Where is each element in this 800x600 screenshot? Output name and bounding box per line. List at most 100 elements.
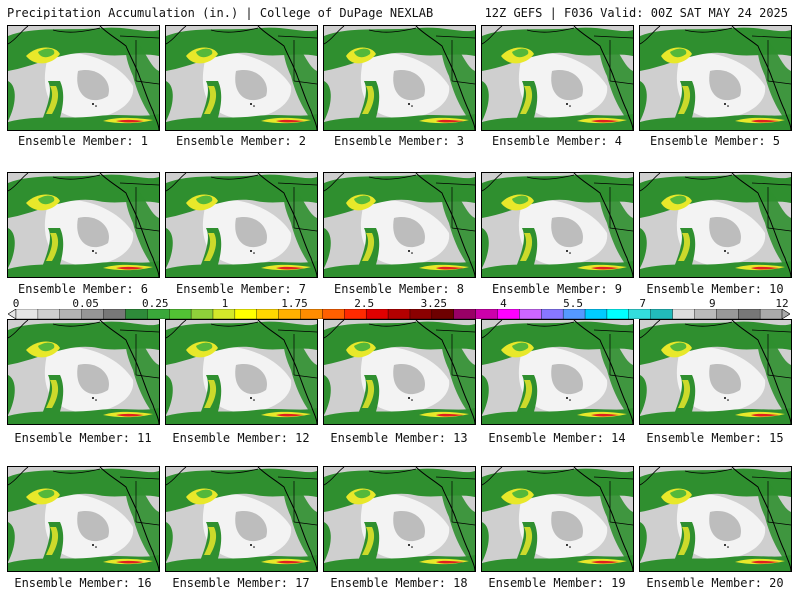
ensemble-member-label: Ensemble Member: 9 (491, 282, 623, 296)
precip-map (482, 467, 633, 571)
colorbar-bin (212, 309, 236, 319)
ensemble-member-label: Ensemble Member: 3 (333, 134, 465, 148)
ensemble-map-panel (481, 466, 634, 572)
colorbar-bin (15, 309, 39, 319)
colorbar-legend: 0 0.05 0.25 1 1.75 2.5 3.25 4 5.5 7 9 12 (8, 297, 790, 321)
colorbar-bin (278, 309, 302, 319)
ensemble-map-panel (7, 25, 160, 131)
ensemble-map-panel (323, 466, 476, 572)
ensemble-member-label: Ensemble Member: 5 (649, 134, 781, 148)
ensemble-map-panel (7, 319, 160, 425)
colorbar-tick-label: 5.5 (563, 297, 584, 310)
colorbar-tick-label: 9 (709, 297, 716, 310)
ensemble-member-label: Ensemble Member: 13 (330, 431, 468, 445)
ensemble-member-label: Ensemble Member: 8 (333, 282, 465, 296)
colorbar-tick-label: 7 (639, 297, 647, 310)
precip-map (324, 173, 475, 277)
ensemble-member-label: Ensemble Member: 10 (646, 282, 784, 296)
colorbar-bin (738, 309, 761, 319)
colorbar-bin (125, 309, 149, 319)
ensemble-member-label: Ensemble Member: 16 (14, 576, 152, 590)
colorbar-tick-label: 12 (775, 297, 789, 310)
colorbar-tick-label: 0 (12, 297, 20, 310)
colorbar-bin (387, 309, 411, 319)
colorbar-tick-label: 2.5 (354, 297, 375, 310)
ensemble-map-panel (323, 25, 476, 131)
ensemble-member-label: Ensemble Member: 17 (172, 576, 310, 590)
colorbar-bin (650, 309, 674, 319)
ensemble-map-panel (323, 172, 476, 278)
colorbar-bin (497, 309, 521, 319)
colorbar-bin (562, 309, 586, 319)
precip-map (166, 173, 317, 277)
colorbar-bin (716, 309, 739, 319)
colorbar-bin (81, 309, 105, 319)
precip-map (640, 320, 791, 424)
colorbar-bin (759, 309, 783, 319)
precip-map (166, 320, 317, 424)
ensemble-member-label: Ensemble Member: 4 (491, 134, 623, 148)
colorbar-bin (409, 309, 433, 319)
colorbar-bin (519, 309, 542, 319)
ensemble-member-label: Ensemble Member: 1 (17, 134, 149, 148)
colorbar-bin (300, 309, 324, 319)
header-title: Precipitation Accumulation (in.) | Colle… (7, 6, 434, 20)
ensemble-member-label: Ensemble Member: 18 (330, 576, 468, 590)
ensemble-member-label: Ensemble Member: 14 (488, 431, 626, 445)
ensemble-map-panel (323, 319, 476, 425)
precip-map (482, 320, 633, 424)
ensemble-member-label: Ensemble Member: 11 (14, 431, 152, 445)
ensemble-map-panel (165, 319, 318, 425)
colorbar-bin (584, 309, 608, 319)
ensemble-member-label: Ensemble Member: 19 (488, 576, 626, 590)
precip-map (482, 26, 633, 130)
precip-map (324, 26, 475, 130)
ensemble-map-panel (481, 25, 634, 131)
colorbar-tick-label: 3.25 (420, 297, 448, 310)
ensemble-map-panel (481, 172, 634, 278)
header-model-run: 12Z GEFS | F036 Valid: 00Z SAT MAY 24 20… (484, 6, 788, 20)
colorbar-max-arrow (781, 309, 790, 319)
colorbar-bin (59, 309, 83, 319)
precip-map (324, 467, 475, 571)
ensemble-member-label: Ensemble Member: 7 (175, 282, 307, 296)
colorbar-tick-label: 4 (500, 297, 507, 310)
colorbar-bin (256, 309, 280, 319)
ensemble-member-label: Ensemble Member: 15 (646, 431, 784, 445)
precip-map (640, 467, 791, 571)
precip-map (8, 467, 159, 571)
precip-map (166, 26, 317, 130)
precip-map (8, 26, 159, 130)
precip-map (640, 173, 791, 277)
precip-map (166, 467, 317, 571)
ensemble-map-panel (7, 172, 160, 278)
ensemble-map-panel (165, 172, 318, 278)
ensemble-map-panel (639, 172, 792, 278)
colorbar-min-arrow (8, 309, 17, 319)
ensemble-map-panel (639, 466, 792, 572)
colorbar-scale (8, 309, 790, 319)
colorbar-bin (672, 309, 696, 319)
ensemble-member-label: Ensemble Member: 6 (17, 282, 149, 296)
colorbar-bin (606, 309, 630, 319)
colorbar-bin (541, 309, 564, 319)
colorbar-bin (694, 309, 718, 319)
colorbar-bin (168, 309, 192, 319)
colorbar-bin (322, 309, 345, 319)
ensemble-map-panel (481, 319, 634, 425)
colorbar-bin (344, 309, 367, 319)
ensemble-map-panel (639, 319, 792, 425)
ensemble-member-label: Ensemble Member: 20 (646, 576, 784, 590)
ensemble-map-panel (7, 466, 160, 572)
colorbar-bin (234, 309, 258, 319)
colorbar-bin (453, 309, 477, 319)
colorbar-bin (190, 309, 214, 319)
colorbar-bin (431, 309, 455, 319)
colorbar-tick-label: 1 (221, 297, 229, 310)
precip-map (640, 26, 791, 130)
colorbar-tick-label: 1.75 (281, 297, 308, 310)
ensemble-map-panel (639, 25, 792, 131)
ensemble-member-label: Ensemble Member: 12 (172, 431, 310, 445)
colorbar-bin (147, 309, 170, 319)
colorbar-tick-label: 0.05 (72, 297, 99, 310)
